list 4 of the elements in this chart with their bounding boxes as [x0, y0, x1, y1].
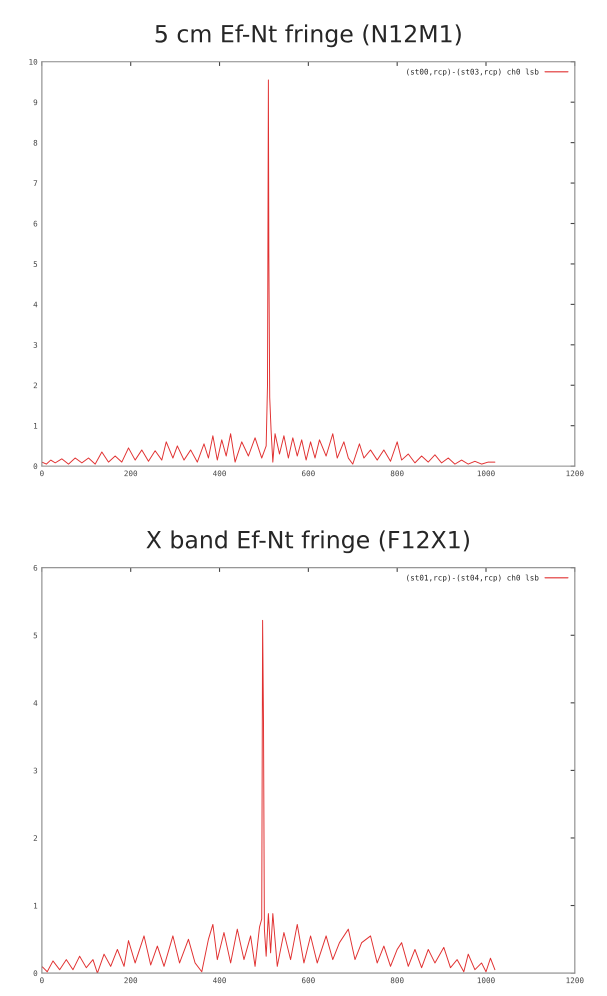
chart-title: 5 cm Ef-Nt fringe (N12M1) — [156, 24, 461, 48]
line-series — [42, 79, 496, 465]
chart-title: X band Ef-Nt fringe (F12X1) — [146, 530, 469, 554]
line-series — [42, 620, 496, 974]
